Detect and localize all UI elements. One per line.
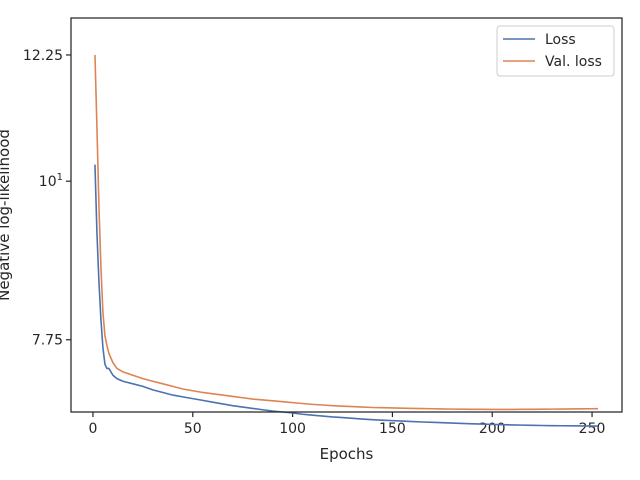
legend-label-loss: Loss [545, 32, 576, 48]
x-tick-label-50: 50 [184, 421, 202, 437]
series-line-loss [94, 164, 599, 427]
y-tick-label-7.75: 7.75 [32, 333, 63, 349]
x-axis-label: Epochs [320, 445, 374, 463]
y-tick-label-10: 101 [39, 172, 63, 190]
y-axis-ticks: 12.25 101 7.75 [23, 48, 71, 349]
y-tick-label-12.25: 12.25 [23, 48, 63, 64]
y-tick-label-exponent: 1 [57, 172, 63, 183]
x-tick-label-100: 100 [279, 421, 306, 437]
x-tick-label-0: 0 [88, 421, 97, 437]
legend: Loss Val. loss [496, 25, 615, 77]
y-axis-label: Negative log-likelihood [0, 129, 13, 301]
y-tick-label-base: 7.75 [32, 333, 63, 349]
x-tick-label-250: 250 [579, 421, 606, 437]
legend-label-val-loss: Val. loss [545, 54, 602, 70]
y-tick-label-base: 10 [39, 174, 57, 190]
series-line-val-loss [94, 54, 599, 411]
x-tick-label-150: 150 [379, 421, 406, 437]
plot-frame [70, 17, 623, 413]
y-tick-label-base: 12.25 [23, 48, 63, 64]
plot-area [71, 18, 622, 412]
series-lines [94, 54, 599, 427]
